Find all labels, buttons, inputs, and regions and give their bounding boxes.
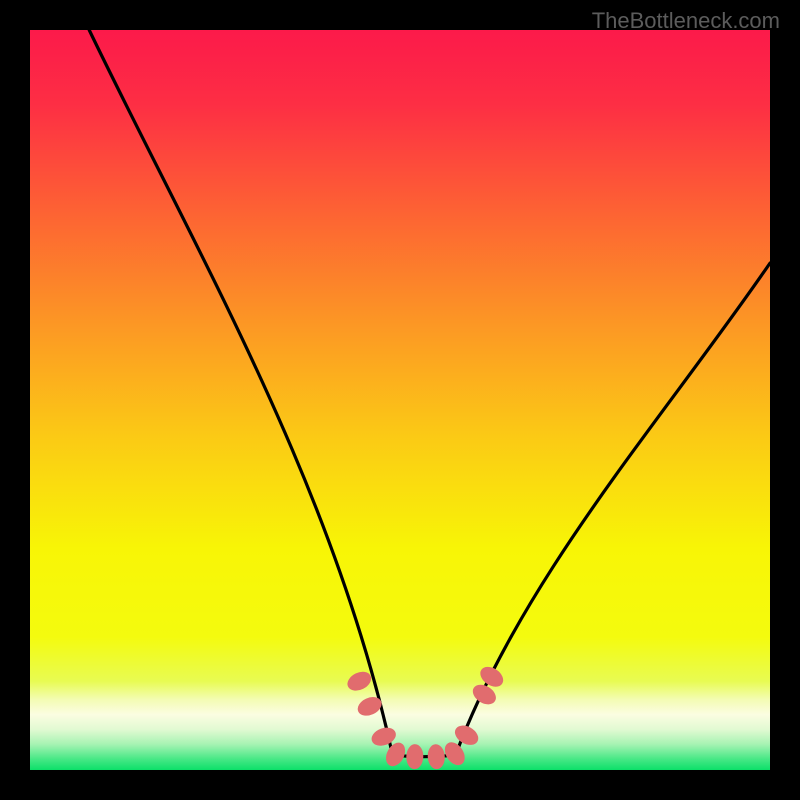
plot-background-gradient [30, 30, 770, 770]
watermark-text: TheBottleneck.com [592, 8, 780, 34]
chart-canvas: TheBottleneck.com [0, 0, 800, 800]
